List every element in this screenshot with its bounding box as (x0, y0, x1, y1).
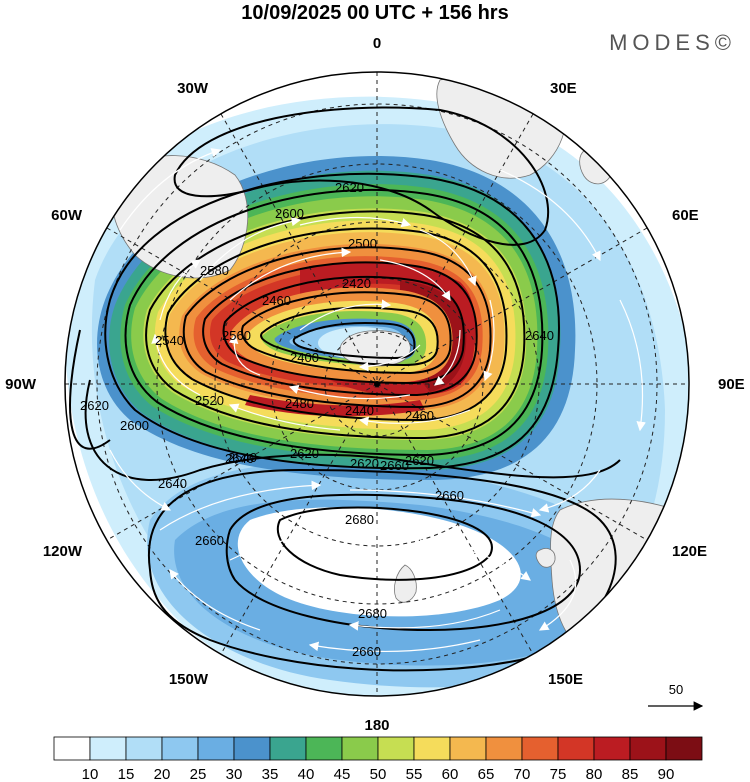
colorbar-label: 40 (298, 766, 315, 782)
colorbar-swatch (125, 736, 163, 761)
height-contours (69, 106, 621, 672)
colorbar-swatch (377, 736, 415, 761)
map-title: 10/09/2025 00 UTC + 156 hrs (241, 2, 509, 24)
colorbar-swatch (197, 736, 235, 761)
contour-label: 2580 (200, 263, 229, 278)
colorbar-swatch (629, 736, 667, 761)
lon-label-120w: 120W (43, 543, 83, 560)
lon-label-30e: 30E (550, 80, 577, 97)
colorbar-label: 65 (478, 766, 495, 782)
colorbar-swatch (305, 736, 343, 761)
contour-label: 2640 (158, 476, 187, 491)
wind-reference-value: 50 (669, 682, 683, 697)
colorbar-swatch (665, 736, 703, 761)
colorbar-swatch (593, 736, 631, 761)
antarctica (339, 330, 411, 367)
contour-label: 2560 (222, 328, 251, 343)
south-pole-marker (374, 381, 380, 387)
colorbar-swatch (485, 736, 523, 761)
contour-label: 2660 (352, 644, 381, 659)
lon-label-90e: 90E (718, 376, 745, 393)
contour-labels: 2620 2600 2580 2560 2540 2500 2460 2420 … (80, 180, 554, 659)
colorbar-swatch (53, 736, 91, 761)
wind-reference: 50 (648, 682, 704, 711)
contour-label: 2540 (228, 450, 257, 465)
map-disk: 2620 2600 2580 2560 2540 2500 2460 2420 … (65, 72, 689, 696)
contour-label: 2620 (335, 180, 364, 195)
colorbar-swatch (269, 736, 307, 761)
contour-label: 2640 (225, 451, 254, 466)
south-america (111, 155, 249, 279)
colorbar-label: 50 (370, 766, 387, 782)
contour-label: 2680 (345, 512, 374, 527)
contour-label: 2620 (350, 456, 379, 471)
colorbar-label: 10 (82, 766, 99, 782)
colorbar-swatch (449, 736, 487, 761)
lon-label-150e: 150E (548, 671, 583, 688)
contour-label: 2660 (195, 533, 224, 548)
lon-label-0: 0 (373, 35, 381, 52)
modes-logo: MODES© (609, 30, 736, 55)
lon-label-30w: 30W (177, 80, 209, 97)
colorbar-swatch (557, 736, 595, 761)
colorbar-label: 90 (658, 766, 675, 782)
contour-label: 2500 (348, 236, 377, 251)
contour-label: 2680 (358, 606, 387, 621)
colorbar-swatch (341, 736, 379, 761)
wind-streamlines (109, 148, 646, 653)
australia (550, 498, 689, 665)
colorbar: 10 15 20 25 30 35 40 45 50 55 60 65 70 75 80 85 90 (53, 736, 703, 782)
contour-label: 2660 (435, 488, 464, 503)
map-boundary (64, 71, 690, 697)
colorbar-label: 85 (622, 766, 639, 782)
colorbar-swatch (521, 736, 559, 761)
lon-label-120e: 120E (672, 543, 707, 560)
colorbar-label: 45 (334, 766, 351, 782)
contour-label: 2620 (405, 453, 434, 468)
lon-label-60e: 60E (672, 207, 699, 224)
lon-label-90w: 90W (5, 376, 37, 393)
colorbar-swatch (89, 736, 127, 761)
lon-label-150w: 150W (169, 671, 209, 688)
contour-label: 2440 (345, 403, 374, 418)
contour-label: 2640 (525, 328, 554, 343)
contour-label: 2460 (405, 408, 434, 423)
colorbar-label: 60 (442, 766, 459, 782)
contour-label: 2600 (120, 418, 149, 433)
colorbar-label: 70 (514, 766, 531, 782)
contour-label: 2540 (155, 333, 184, 348)
colorbar-label: 75 (550, 766, 567, 782)
contour-label: 2420 (342, 276, 371, 291)
contour-label: 2480 (285, 396, 314, 411)
contour-label: 2520 (195, 393, 224, 408)
tasmania (535, 548, 556, 568)
contour-label: 2620 (290, 446, 319, 461)
colorbar-label: 80 (586, 766, 603, 782)
colorbar-label: 15 (118, 766, 135, 782)
lon-label-180: 180 (364, 717, 389, 734)
contour-label: 2620 (80, 398, 109, 413)
longitude-labels: 0 30E 60E 90E 120E 150E 180 150W 120W 90… (5, 35, 745, 734)
contour-label: 2460 (262, 293, 291, 308)
colorbar-label: 25 (190, 766, 207, 782)
colorbar-swatch (413, 736, 451, 761)
colorbar-label: 55 (406, 766, 423, 782)
contour-label: 2400 (290, 350, 319, 365)
colorbar-label: 35 (262, 766, 279, 782)
contour-label: 2600 (275, 206, 304, 221)
colorbar-swatch (233, 736, 271, 761)
colorbar-label: 20 (154, 766, 171, 782)
contour-label: 2660 (380, 458, 409, 473)
colorbar-label: 30 (226, 766, 243, 782)
lon-label-60w: 60W (51, 207, 83, 224)
colorbar-swatch (161, 736, 199, 761)
